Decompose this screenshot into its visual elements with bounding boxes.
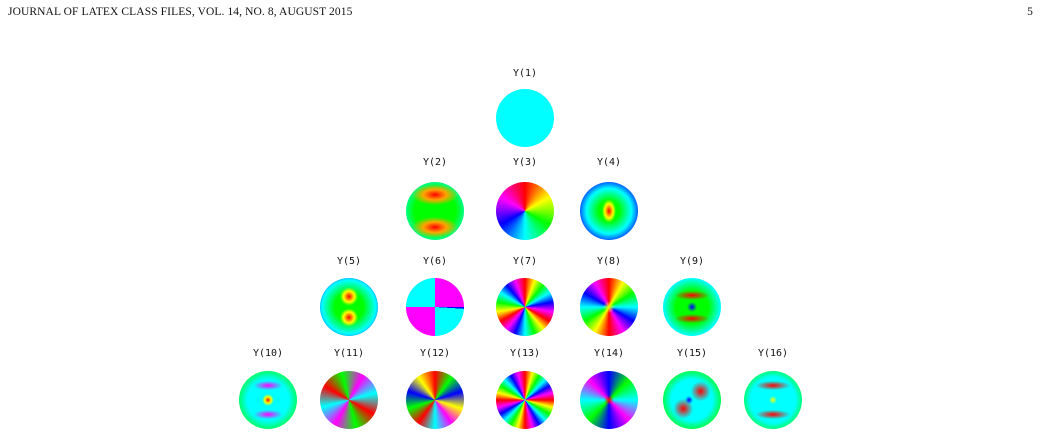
subfigure-label: Y(15): [676, 348, 708, 359]
harmonic-disk: [663, 371, 721, 429]
harmonic-disk: [406, 371, 464, 429]
harmonic-disk: [496, 371, 554, 429]
harmonic-disk: [496, 182, 554, 240]
harmonic-disk: [406, 278, 464, 336]
harmonic-disk: [496, 278, 554, 336]
subfigure-label: Y(11): [333, 348, 365, 359]
harmonic-disk: [239, 371, 297, 429]
subfigure-label: Y(9): [679, 256, 705, 267]
harmonic-disk: [496, 89, 554, 147]
subfigure-label: Y(13): [509, 348, 541, 359]
subfigure-label: Y(14): [593, 348, 625, 359]
subfigure-label: Y(10): [252, 348, 284, 359]
subfigure-label: Y(7): [512, 256, 538, 267]
harmonic-disk: [580, 371, 638, 429]
subfigure-label: Y(8): [596, 256, 622, 267]
subfigure-label: Y(6): [422, 256, 448, 267]
subfigure-label: Y(4): [596, 157, 622, 168]
subfigure-label: Y(1): [512, 68, 538, 79]
harmonic-disk: [320, 371, 378, 429]
subfigure-label: Y(16): [757, 348, 789, 359]
harmonic-disk: [320, 278, 378, 336]
harmonic-disk: [663, 278, 721, 336]
subfigure-label: Y(12): [419, 348, 451, 359]
subfigure-label: Y(2): [422, 157, 448, 168]
subfigure-label: Y(5): [336, 256, 362, 267]
harmonic-disk: [580, 278, 638, 336]
page-number: 5: [1027, 6, 1033, 18]
harmonic-disk: [744, 371, 802, 429]
harmonic-disk: [406, 182, 464, 240]
harmonic-disk: [580, 182, 638, 240]
running-header: JOURNAL OF LATEX CLASS FILES, VOL. 14, N…: [8, 6, 353, 18]
subfigure-label: Y(3): [512, 157, 538, 168]
